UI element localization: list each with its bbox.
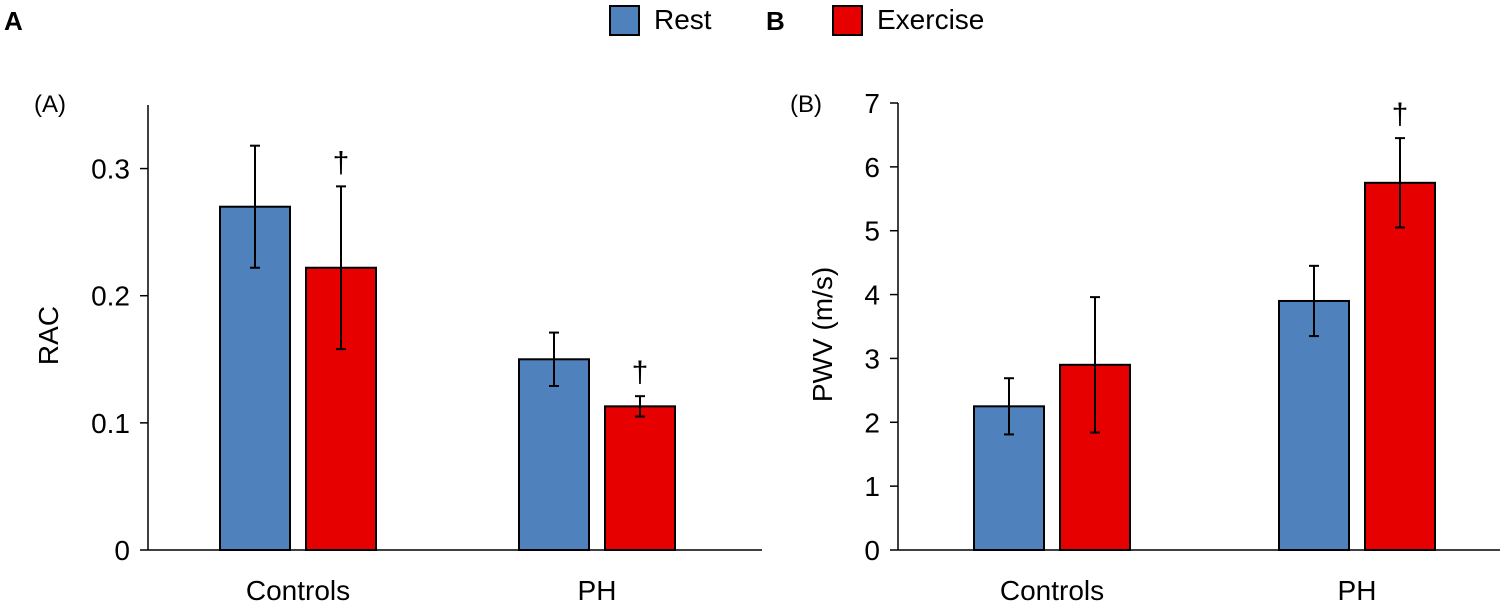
bar-rest-ph: [518, 358, 590, 551]
legend-label-exercise: Exercise: [877, 4, 985, 35]
y-tick-label: 0: [114, 535, 130, 566]
x-category-label-ph: PH: [1338, 575, 1377, 606]
error-bar-rest-controls: [250, 144, 260, 269]
bar-rest-ph: [1278, 299, 1350, 552]
significance-marker: †: [632, 356, 649, 389]
y-tick-label: 0: [864, 535, 880, 566]
error-bar-rest-ph: [549, 331, 559, 387]
legend-swatch-rest: [609, 4, 640, 36]
y-axis-label: RAC: [33, 306, 64, 365]
error-bar-exercise-ph: [1395, 137, 1405, 229]
legend-rest: Rest: [609, 4, 712, 36]
y-tick-label: 6: [864, 152, 880, 183]
significance-marker: †: [1392, 98, 1409, 131]
y-tick-label: 1: [864, 471, 880, 502]
x-category-label-controls: Controls: [1000, 575, 1104, 606]
y-tick-label: 5: [864, 216, 880, 247]
y-tick-label: 7: [864, 88, 880, 119]
panel-letter-a: A: [4, 6, 23, 36]
error-bar-exercise-controls: [336, 185, 346, 351]
x-category-label-ph: PH: [578, 575, 617, 606]
y-tick-label: 4: [864, 280, 880, 311]
y-tick-label: 0.2: [91, 281, 130, 312]
error-bar-exercise-controls: [1090, 296, 1100, 434]
legend-label-rest: Rest: [654, 4, 712, 35]
panel-letter-b: B: [766, 6, 785, 36]
y-tick-label: 2: [864, 407, 880, 438]
error-bar-rest-controls: [1004, 377, 1014, 436]
legend-swatch-exercise: [832, 4, 863, 36]
y-tick-label: 0.3: [91, 154, 130, 185]
bar-exercise-ph: [604, 405, 676, 552]
y-tick-label: 0.1: [91, 408, 130, 439]
y-tick-label: 3: [864, 343, 880, 374]
chart-rac: (A) RAC 0 0.1 0.2 0.3 † † Controls PH: [33, 91, 762, 606]
y-axis-label: PWV (m/s): [807, 267, 838, 402]
bar-exercise-ph: [1364, 181, 1436, 551]
error-bar-rest-ph: [1309, 264, 1319, 338]
panel-tag: (A): [34, 91, 66, 118]
chart-pwv: (B) PWV (m/s) 0 1 2 3 4 5 6 7 † Controls PH: [790, 88, 1500, 606]
error-bar-exercise-ph: [635, 395, 645, 418]
significance-marker: †: [333, 146, 350, 179]
panel-tag: (B): [790, 91, 822, 118]
legend-exercise: Exercise: [832, 4, 984, 36]
x-category-label-controls: Controls: [246, 575, 350, 606]
